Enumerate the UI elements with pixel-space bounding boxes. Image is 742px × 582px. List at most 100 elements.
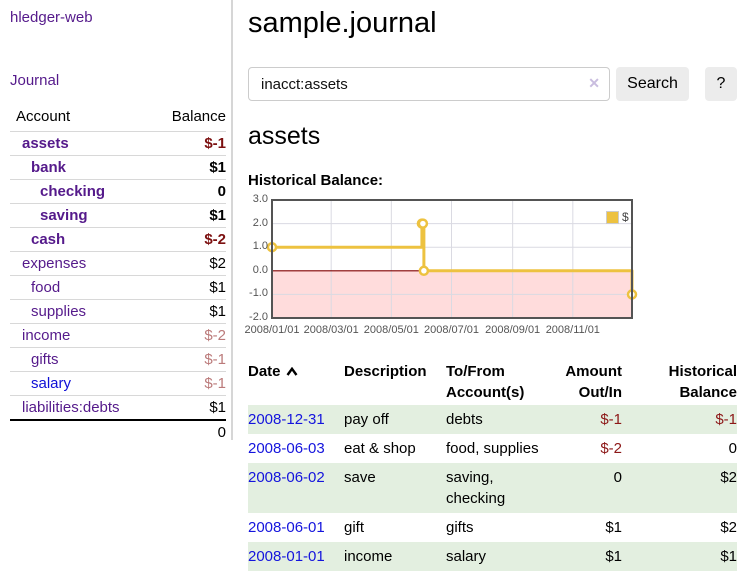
search-form: ✕ Search ? [248,67,737,101]
chart-y-tick: -2.0 [249,311,268,323]
sidebar-account-link-saving[interactable]: saving [40,207,88,224]
accounts-total-row: 0 [10,419,226,444]
sidebar-account-link-bank[interactable]: bank [31,159,67,176]
transaction-date-link[interactable]: 2008-06-03 [248,440,325,457]
account-cell: expenses [10,251,150,276]
sidebar-account-link-salary[interactable]: salary [31,375,72,392]
brand-link[interactable]: hledger-web [10,9,93,26]
account-balance: 0 [149,179,226,204]
register-description-cell: income [344,548,393,565]
register-table: Date Description To/From Account(s) Amou… [248,359,737,571]
register-amount-cell: 0 [613,469,622,486]
sidebar-account-link-gifts[interactable]: gifts [31,351,59,368]
register-description-cell: save [344,469,376,486]
chart-x-tick: 2008/07/01 [423,324,480,336]
transaction-date-link[interactable]: 2008-06-02 [248,469,325,486]
account-heading: assets [248,122,321,150]
transaction-date-link[interactable]: 2008-01-01 [248,548,325,565]
account-cell: gifts [10,347,150,372]
account-row: saving $1 [10,203,226,228]
register-date-cell: 2008-01-01 [248,542,344,571]
accounts-header-account: Account [10,104,150,132]
sidebar-account-link-supplies[interactable]: supplies [31,303,87,320]
account-row: salary $-1 [10,371,226,396]
page-title: sample.journal [248,7,437,39]
chart-x-tick: 2008/03/01 [303,324,359,336]
register-date-cell: 2008-12-31 [248,405,344,434]
register-accounts-cell: saving, checking [446,469,506,507]
account-balance: $-1 [149,371,226,396]
sort-asc-icon [286,361,298,382]
chart-legend: $ [606,210,629,224]
account-balance: $-2 [149,227,226,252]
help-button[interactable]: ? [705,67,737,101]
sidebar-account-link-food[interactable]: food [31,279,61,296]
register-header-description[interactable]: Description [344,363,427,380]
register-row: 2008-12-31 pay off debts $-1 $-1 [248,405,737,434]
account-cell: income [10,323,150,348]
sidebar-item-journal[interactable]: Journal [10,72,60,89]
clear-search-icon[interactable]: ✕ [588,75,600,91]
register-amount-cell: $-1 [600,411,622,428]
register-date-cell: 2008-06-02 [248,463,344,513]
account-balance: $1 [149,299,226,324]
register-accounts-cell: salary [446,548,487,565]
sidebar-account-link-expenses[interactable]: expenses [22,255,87,272]
account-cell: saving [10,203,150,228]
register-header-amount[interactable]: Amount Out/In [565,363,622,401]
register-accounts-cell: debts [446,411,483,428]
register-row: 2008-01-01 income salary $1 $1 [248,542,737,571]
account-cell: cash [10,227,150,252]
register-description-cell: eat & shop [344,440,416,457]
accounts-header-row: Account Balance [10,104,226,132]
account-row: gifts $-1 [10,347,226,372]
register-balance-cell: $2 [720,469,737,486]
account-balance: $-1 [149,347,226,372]
account-row: income $-2 [10,323,226,348]
account-row: expenses $2 [10,251,226,276]
account-cell: salary [10,371,150,396]
register-header-date[interactable]: Date [248,359,344,405]
account-balance: $-1 [149,131,226,156]
balance-chart: 3.0 2.0 1.0 0.0 -1.0 -2.0 2008/01/01 2008/03/01… [244,193,678,343]
register-balance-cell: $2 [720,519,737,536]
register-accounts-cell: food, supplies [446,440,539,457]
account-balance: $1 [149,203,226,228]
sidebar-account-link-cash[interactable]: cash [31,231,66,248]
register-description-cell: pay off [344,411,389,428]
accounts-total-spacer [10,419,150,444]
sidebar-account-link-assets[interactable]: assets [22,135,69,152]
search-input[interactable] [248,67,610,101]
account-cell: supplies [10,299,150,324]
account-row: cash $-2 [10,227,226,252]
sidebar-account-link-income[interactable]: income [22,327,71,344]
register-amount-cell: $1 [605,548,622,565]
chart-x-tick: 2008/05/01 [363,324,419,336]
sidebar: hledger-web Journal Account Balance asse… [0,0,233,444]
register-header-balance[interactable]: Historical Balance [668,363,737,401]
transaction-date-link[interactable]: 2008-06-01 [248,519,325,536]
register-body: 2008-12-31 pay off debts $-1 $-1 2008-06-03 ea… [248,405,737,571]
sidebar-account-link-liabilities-debts[interactable]: liabilities:debts [22,399,120,416]
register-accounts-cell: gifts [446,519,474,536]
transaction-date-link[interactable]: 2008-12-31 [248,411,325,428]
account-row: bank $1 [10,155,226,180]
register-amount-cell: $1 [605,519,622,536]
register-amount-cell: $-2 [600,440,622,457]
register-date-cell: 2008-06-01 [248,513,344,542]
accounts-table: Account Balance assets $-1 bank $1 checking 0… [10,104,226,444]
accounts-header-balance: Balance [149,104,226,132]
account-cell: assets [10,131,150,156]
register-balance-cell: $-1 [715,411,737,428]
register-header-accounts[interactable]: To/From Account(s) [446,363,525,401]
chart-x-tick: 2008/11/01 [545,324,600,336]
register-row: 2008-06-01 gift gifts $1 $2 [248,513,737,542]
chart-x-tick: 2008/01/01 [244,324,300,336]
chart-x-tick: 2008/09/01 [485,324,541,336]
chart-heading: Historical Balance: [248,172,384,189]
accounts-total-value: 0 [149,419,226,444]
register-balance-cell: 0 [728,440,737,457]
sidebar-account-link-checking[interactable]: checking [40,183,106,200]
register-header-row: Date Description To/From Account(s) Amou… [248,359,737,405]
search-button[interactable]: Search [616,67,689,101]
